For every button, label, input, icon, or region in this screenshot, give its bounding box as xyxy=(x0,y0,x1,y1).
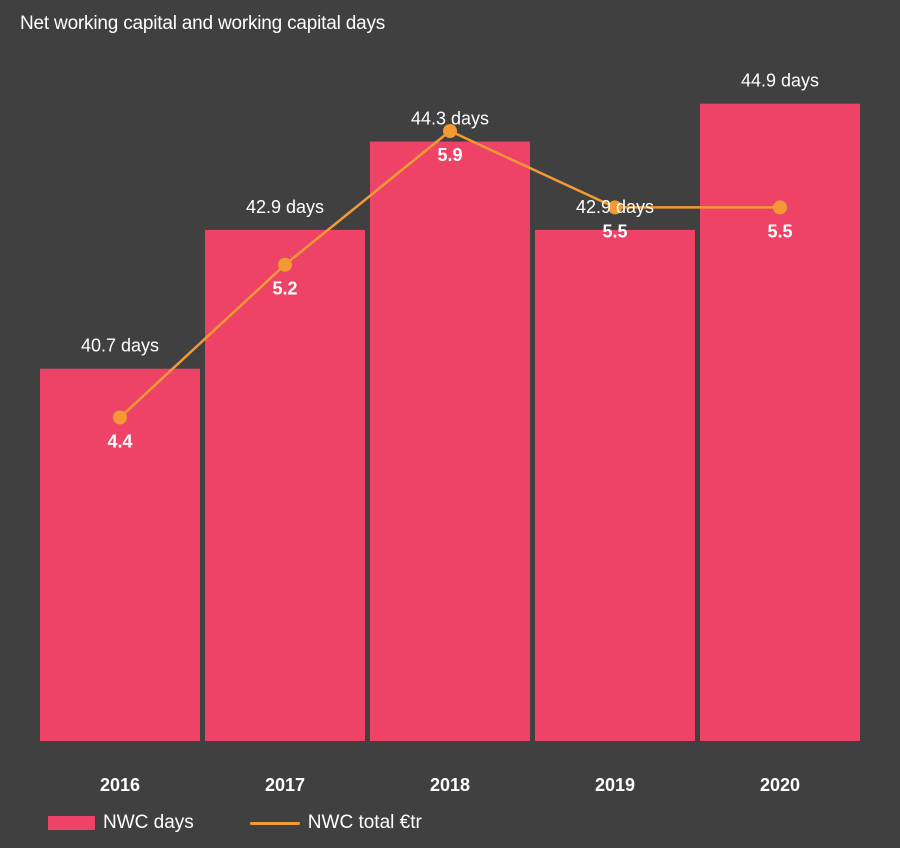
legend-item-nwc-days: NWC days xyxy=(48,812,194,834)
bar-2020 xyxy=(700,103,860,741)
line-point-2017 xyxy=(278,257,292,272)
legend-label-nwc-total: NWC total €tr xyxy=(307,812,422,833)
line-point-2020 xyxy=(773,200,787,215)
bar-2018 xyxy=(370,141,530,742)
bar-label-2019: 42.9 days xyxy=(576,197,654,217)
bar-2016 xyxy=(40,368,200,741)
x-tick-label-2020: 2020 xyxy=(760,775,800,795)
x-tick-label-2016: 2016 xyxy=(100,775,140,795)
point-label-2017: 5.2 xyxy=(272,279,297,299)
bar-2019 xyxy=(535,229,695,741)
legend-swatch-line xyxy=(249,821,300,825)
bar-label-2016: 40.7 days xyxy=(81,336,159,356)
chart-title: Net working capital and working capital … xyxy=(20,13,386,34)
line-point-2016 xyxy=(113,410,127,425)
legend-swatch-bar xyxy=(48,816,95,830)
point-label-2020: 5.5 xyxy=(767,221,792,241)
bar-2017 xyxy=(205,229,365,741)
labels-layer: 40.7 days 2016 42.9 days 2017 44.3 days 2018 4… xyxy=(81,71,819,795)
legend-item-nwc-total: NWC total €tr xyxy=(249,812,422,834)
bar-label-2020: 44.9 days xyxy=(741,71,819,91)
x-tick-label-2018: 2018 xyxy=(430,775,470,795)
bar-label-2017: 42.9 days xyxy=(246,197,324,217)
x-tick-label-2019: 2019 xyxy=(595,775,635,795)
legend-label-nwc-days: NWC days xyxy=(103,812,194,833)
x-tick-label-2017: 2017 xyxy=(265,775,305,795)
bars-layer xyxy=(40,103,860,742)
legend: NWC days NWC total €tr xyxy=(48,812,478,834)
line-point-2018 xyxy=(443,124,457,138)
line-point-2019 xyxy=(608,200,622,215)
line-layer xyxy=(113,124,787,425)
bar-label-2018: 44.3 days xyxy=(411,109,489,129)
point-label-2018: 5.9 xyxy=(437,145,462,165)
point-label-2019: 5.5 xyxy=(602,221,627,241)
point-label-2016: 4.4 xyxy=(107,432,132,452)
